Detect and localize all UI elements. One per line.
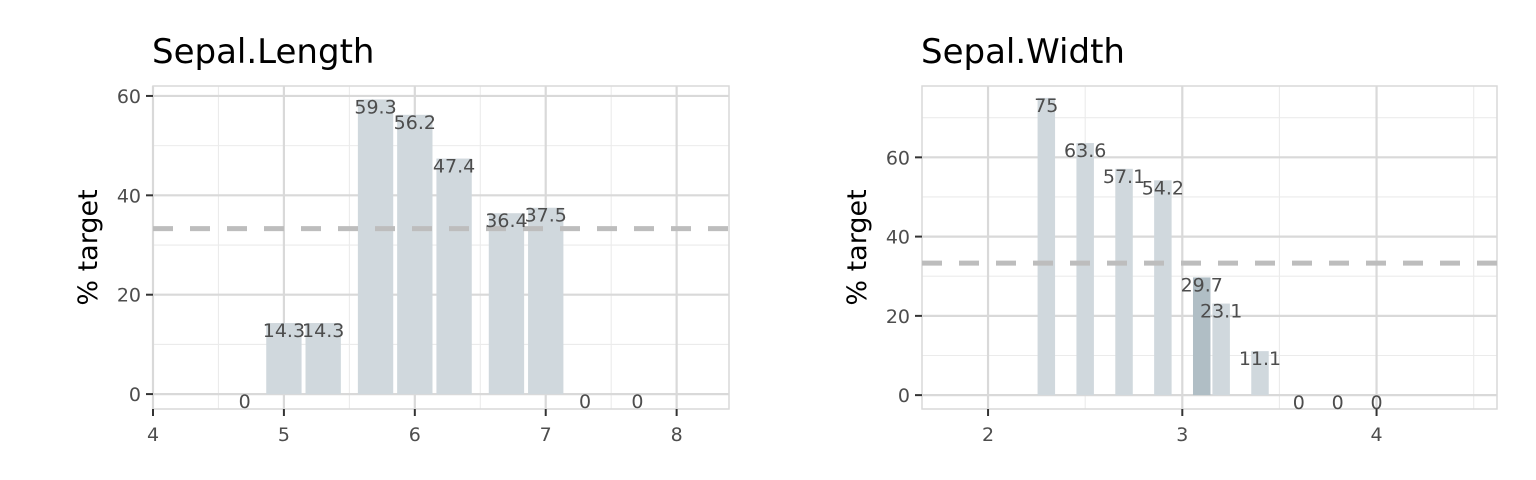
data-label: 47.4 (433, 156, 475, 178)
y-tick-label: 60 (886, 147, 910, 169)
data-label: 63.6 (1064, 140, 1106, 162)
data-label: 0 (579, 391, 591, 413)
x-tick-label: 3 (1176, 424, 1188, 446)
y-tick-label: 40 (886, 227, 910, 249)
data-label: 36.4 (485, 210, 527, 232)
bar (528, 207, 564, 395)
y-tick-label: 20 (886, 306, 910, 328)
bar (1154, 180, 1172, 396)
bar (357, 99, 394, 395)
data-label: 23.1 (1200, 301, 1242, 323)
y-tick-label: 20 (117, 285, 141, 307)
x-tick-label: 4 (1371, 424, 1383, 446)
bar (1251, 351, 1269, 396)
x-tick-label: 6 (409, 424, 421, 446)
data-label: 14.3 (302, 320, 344, 342)
bar (305, 323, 341, 395)
y-axis-label: % target (73, 189, 104, 305)
chart-panel-2: 75 63.6 57.154.2 29.7 23.1 11.1 0 0 0 0 20 40 60 2 3 4 S… (842, 32, 1498, 446)
bar (436, 158, 472, 395)
chart-title: Sepal.Length (152, 32, 374, 72)
y-axis-label: % target (842, 189, 873, 305)
data-label: 0 (1371, 392, 1383, 414)
data-label: 37.5 (525, 205, 567, 227)
y-tick-label: 0 (898, 385, 910, 407)
data-label: 11.1 (1239, 348, 1281, 370)
y-tick-label: 60 (117, 86, 141, 108)
x-tick-label: 2 (982, 424, 994, 446)
panel-border (921, 85, 1498, 410)
y-tick-label: 40 (117, 185, 141, 207)
y-tick-label: 0 (129, 384, 141, 406)
bar (1037, 97, 1056, 396)
chart-panel-1: 0 14.314.3 59.356.2 47.4 36.437.5 0 0 0 20 40 60 4 5… (73, 32, 730, 446)
data-label: 0 (1332, 392, 1344, 414)
data-label: 56.2 (394, 112, 436, 134)
x-tick-label: 7 (540, 424, 552, 446)
data-label: 0 (631, 391, 643, 413)
x-tick-label: 4 (147, 424, 159, 446)
bar (397, 114, 433, 395)
bar (1076, 143, 1094, 396)
chart-title: Sepal.Width (921, 32, 1125, 72)
bar (1212, 303, 1230, 396)
data-label: 54.2 (1142, 177, 1184, 199)
panel-border (152, 85, 730, 410)
data-label: 0 (1293, 392, 1305, 414)
data-label: 29.7 (1181, 274, 1223, 296)
data-label: 0 (239, 391, 251, 413)
bar (1115, 168, 1133, 396)
data-label: 59.3 (354, 96, 396, 118)
data-label: 57.1 (1103, 166, 1145, 188)
bar (488, 213, 525, 395)
data-label: 75 (1034, 95, 1058, 117)
bar (266, 323, 302, 395)
data-label: 14.3 (263, 320, 305, 342)
x-tick-label: 8 (671, 424, 683, 446)
bar (1192, 277, 1211, 396)
x-tick-label: 5 (278, 424, 290, 446)
